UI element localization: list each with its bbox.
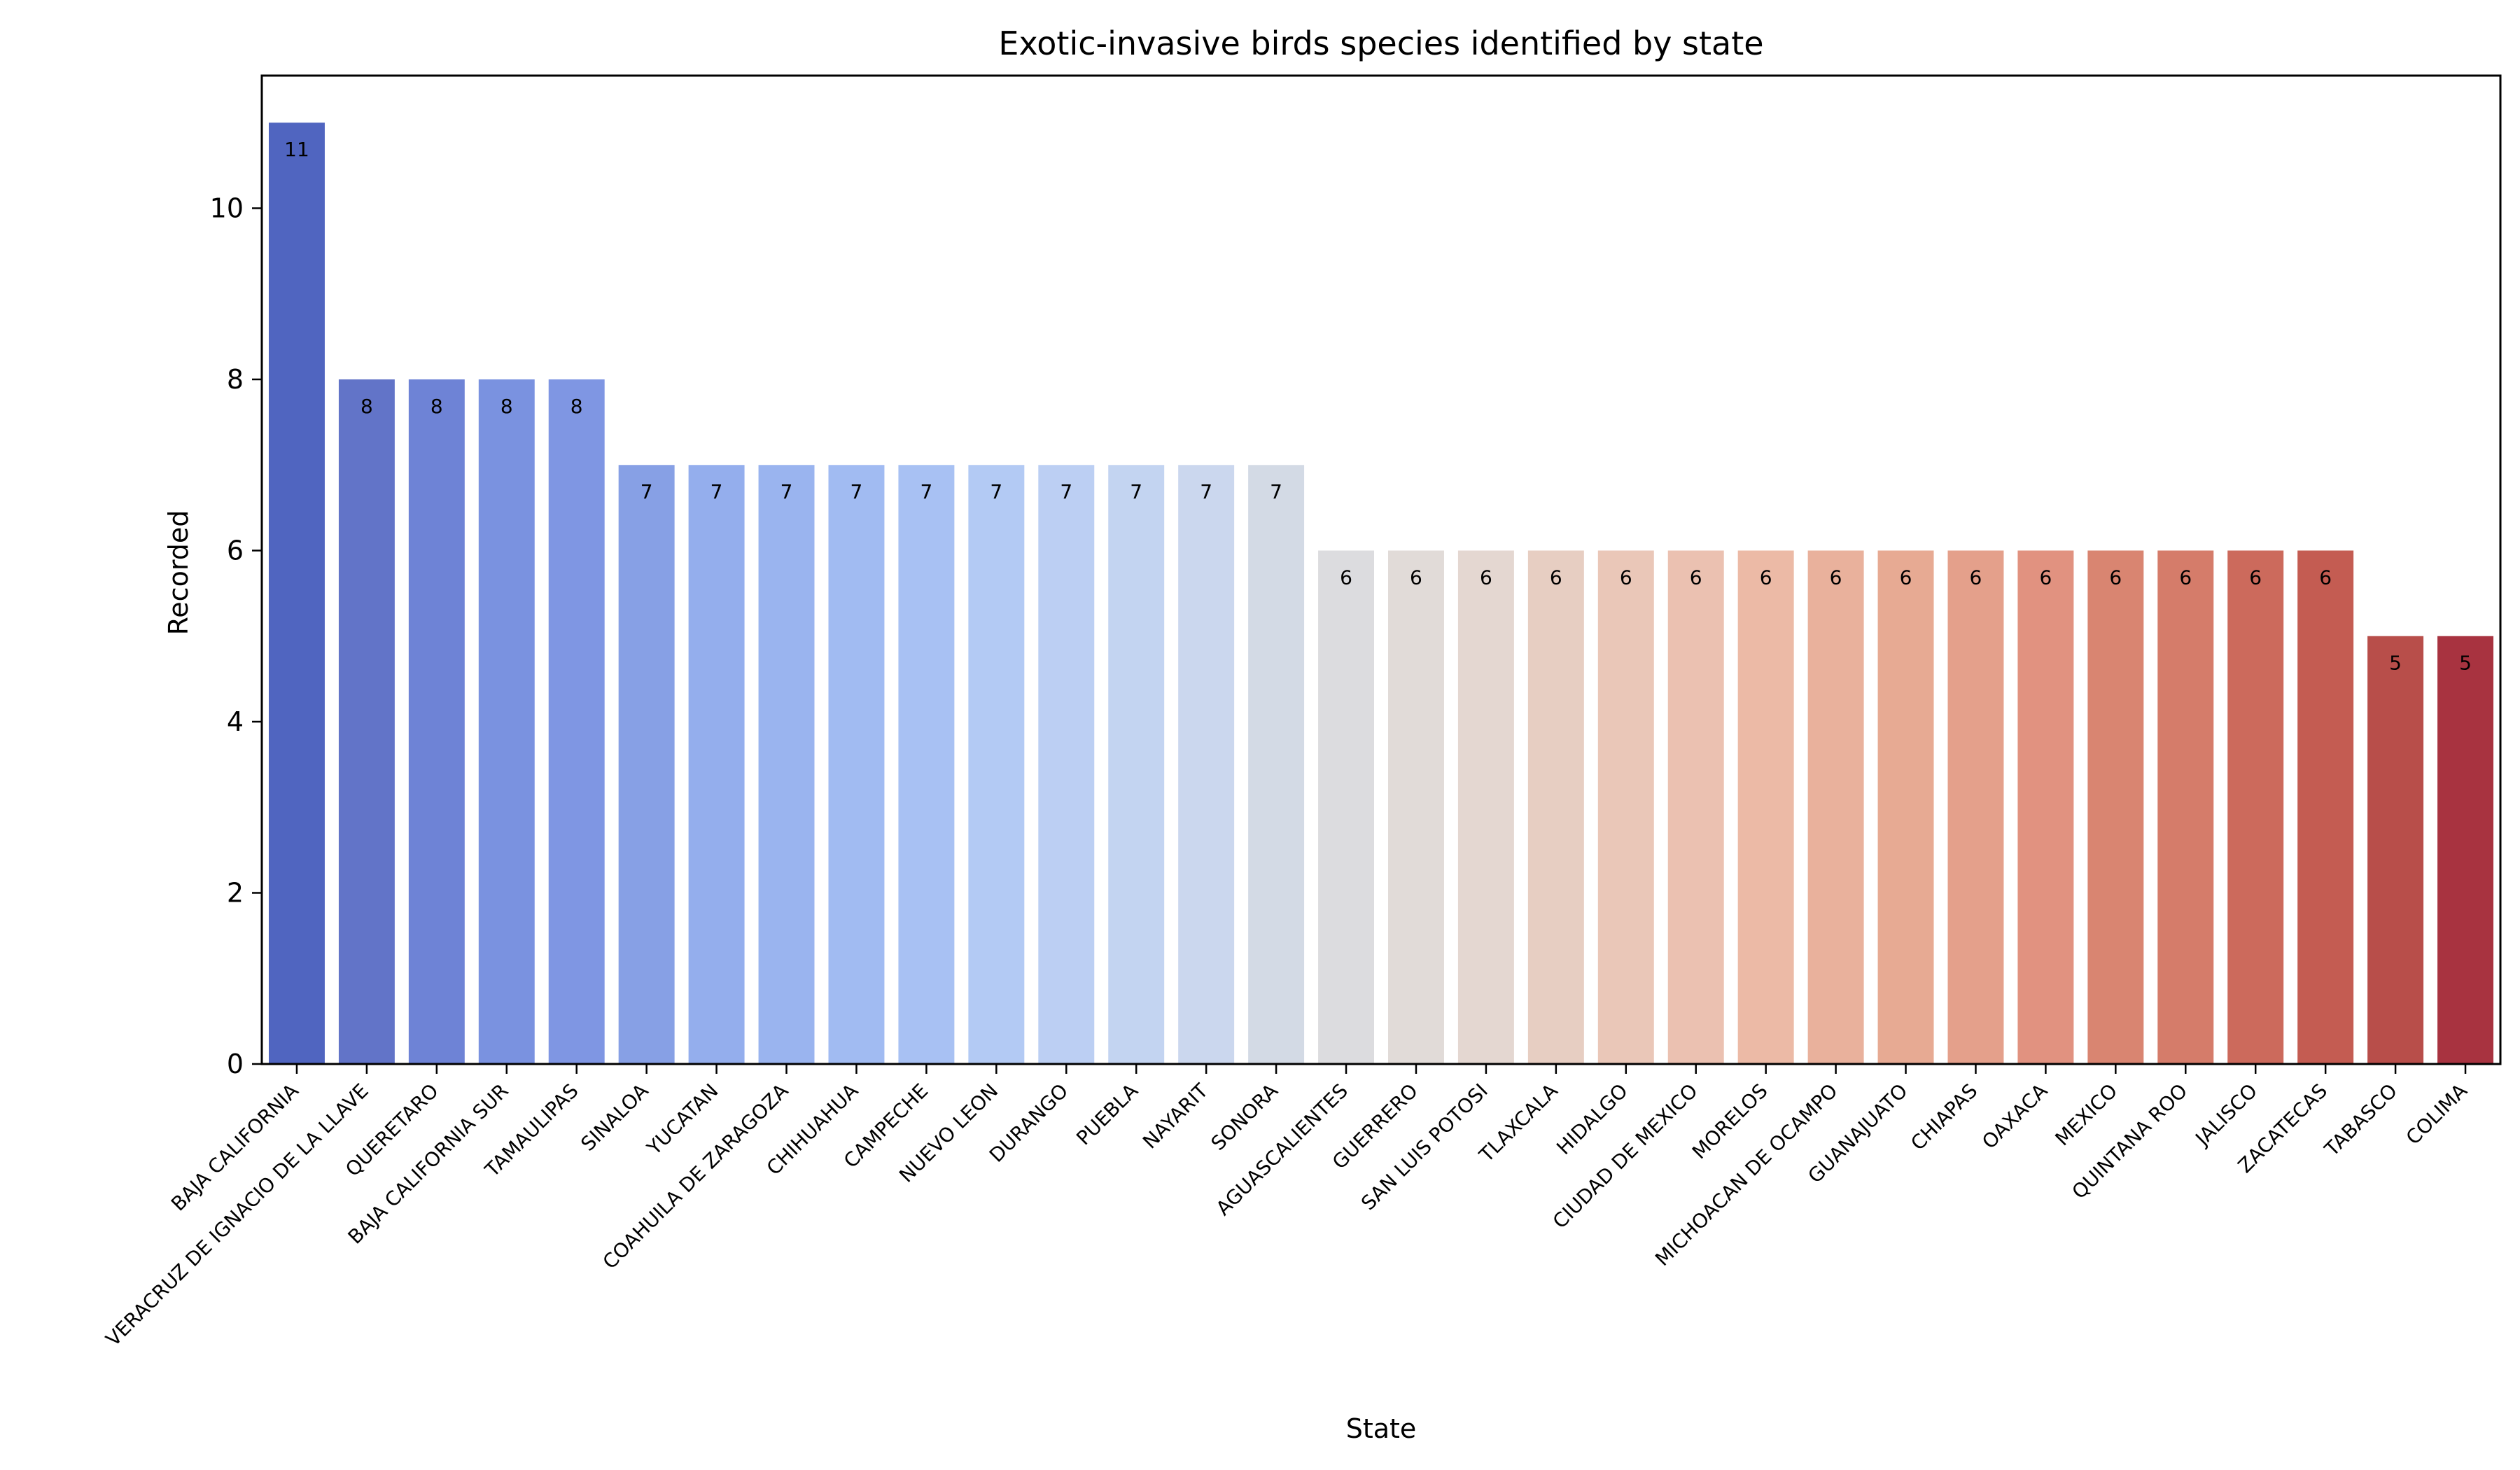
bar-value-label: 7 xyxy=(1060,480,1072,503)
bar-value-label: 6 xyxy=(2039,566,2052,589)
bar xyxy=(1597,550,1654,1064)
bar-value-label: 6 xyxy=(1340,566,1352,589)
bar-value-label: 8 xyxy=(500,395,513,418)
bar-value-label: 7 xyxy=(990,480,1002,503)
bar-value-label: 8 xyxy=(360,395,373,418)
bar-value-label: 6 xyxy=(1480,566,1492,589)
bar-value-label: 7 xyxy=(1200,480,1212,503)
bar-value-label: 11 xyxy=(284,138,309,161)
bar xyxy=(2437,636,2494,1064)
bar-value-label: 6 xyxy=(2249,566,2262,589)
bar xyxy=(268,122,325,1065)
bar xyxy=(1387,550,1444,1064)
bar xyxy=(618,465,675,1064)
plot-frame xyxy=(260,74,2502,1065)
bar xyxy=(2297,550,2354,1064)
bar-value-label: 6 xyxy=(1760,566,1772,589)
bar xyxy=(1248,465,1305,1064)
y-tick-label: 10 xyxy=(210,192,244,223)
bar xyxy=(1667,550,1724,1064)
x-axis-label: State xyxy=(1346,1413,1417,1444)
bar xyxy=(1457,550,1514,1064)
bar xyxy=(1178,465,1235,1064)
y-axis-label: Recorded xyxy=(163,510,194,636)
bar-value-label: 7 xyxy=(780,480,793,503)
bar xyxy=(1877,550,1934,1064)
bar-value-label: 6 xyxy=(2179,566,2192,589)
bar xyxy=(408,379,465,1064)
chart-title: Exotic-invasive birds species identified… xyxy=(998,24,1763,62)
bars-layer xyxy=(268,122,2494,1065)
bar xyxy=(2087,550,2144,1064)
y-axis: 0 2 4 6 8 10 xyxy=(210,192,262,1079)
bar-labels-layer: 11 8 8 8 8 7 7 7 7 7 7 7 7 7 7 6 6 6 6 6 6 6 6 6 6 6 6 6 6 6 5 5 xyxy=(284,138,2472,675)
bar xyxy=(1947,550,2004,1064)
bar xyxy=(548,379,605,1064)
bar-value-label: 7 xyxy=(1270,480,1282,503)
y-tick-label: 0 xyxy=(227,1049,244,1079)
bar-value-label: 6 xyxy=(1900,566,1912,589)
bar-value-label: 8 xyxy=(570,395,583,418)
bar xyxy=(688,465,745,1064)
bar xyxy=(338,379,395,1064)
bar xyxy=(828,465,885,1064)
bar-value-label: 7 xyxy=(640,480,653,503)
bar xyxy=(1527,550,1584,1064)
bar-value-label: 6 xyxy=(1970,566,1982,589)
bar-value-label: 5 xyxy=(2459,652,2472,675)
bar-value-label: 7 xyxy=(850,480,863,503)
bar xyxy=(2017,550,2074,1064)
bar xyxy=(758,465,815,1064)
y-tick-label: 4 xyxy=(227,706,244,737)
bar xyxy=(2157,550,2214,1064)
y-tick-label: 8 xyxy=(227,364,244,395)
bar xyxy=(1807,550,1864,1064)
bar xyxy=(2227,550,2284,1064)
bar-value-label: 7 xyxy=(710,480,723,503)
bar xyxy=(1038,465,1095,1064)
bar-value-label: 7 xyxy=(920,480,932,503)
bar-value-label: 6 xyxy=(1410,566,1422,589)
bar-value-label: 5 xyxy=(2389,652,2402,675)
bar-value-label: 6 xyxy=(1620,566,1632,589)
bar xyxy=(478,379,535,1064)
bar-value-label: 8 xyxy=(430,395,443,418)
bar xyxy=(1318,550,1375,1064)
bar-value-label: 6 xyxy=(1830,566,1842,589)
bar-value-label: 6 xyxy=(1690,566,1702,589)
y-tick-label: 6 xyxy=(227,535,244,566)
y-tick-label: 2 xyxy=(227,878,244,909)
bar xyxy=(1108,465,1165,1064)
bar-value-label: 6 xyxy=(1550,566,1562,589)
bar xyxy=(2367,636,2424,1064)
bar-value-label: 6 xyxy=(2319,566,2332,589)
bar-value-label: 7 xyxy=(1130,480,1142,503)
bar xyxy=(898,465,955,1064)
bar xyxy=(1737,550,1794,1064)
bar xyxy=(968,465,1025,1064)
bar-value-label: 6 xyxy=(2109,566,2122,589)
